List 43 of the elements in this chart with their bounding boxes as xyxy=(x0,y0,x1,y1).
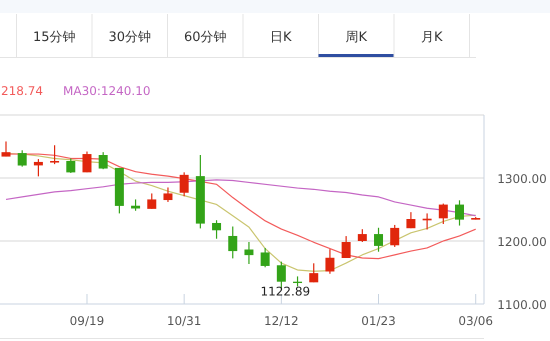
candlestick xyxy=(325,248,334,274)
x-tick-label: 12/12 xyxy=(264,314,299,328)
x-tick-label: 09/19 xyxy=(70,314,104,328)
candlestick xyxy=(260,247,270,268)
candlestick xyxy=(309,262,318,283)
candlestick xyxy=(293,276,302,287)
y-tick-label: 1300.00 xyxy=(497,172,547,186)
text: MA30:1240.10 xyxy=(63,84,150,98)
x-tick-label: 01/23 xyxy=(361,314,396,328)
text: 月K xyxy=(420,30,443,45)
candlestick xyxy=(358,228,367,243)
text: 60分钟 xyxy=(184,30,227,45)
text: 15分钟 xyxy=(32,30,76,45)
candlestick xyxy=(2,140,10,158)
text: 30分钟 xyxy=(108,30,152,45)
candlestick xyxy=(374,227,384,252)
candlestick xyxy=(98,152,108,170)
candlestick xyxy=(342,235,351,259)
text: 218.74 xyxy=(1,84,43,98)
candlestick xyxy=(147,192,156,210)
candlestick xyxy=(228,226,238,259)
candlestick xyxy=(180,172,189,197)
candlestick xyxy=(212,220,222,240)
text: 周K xyxy=(345,30,368,45)
y-tick-label: 1100.00 xyxy=(497,298,547,312)
candlestick xyxy=(390,224,400,248)
candlestick xyxy=(66,158,76,174)
y-tick-label: 1200.00 xyxy=(497,235,547,249)
candlestick xyxy=(50,144,60,165)
x-tick-label: 10/31 xyxy=(166,314,202,328)
candlestick xyxy=(422,212,432,230)
text: 日K xyxy=(270,30,292,45)
candlestick xyxy=(82,150,92,173)
candlestick xyxy=(131,198,140,212)
candlestick xyxy=(244,241,254,265)
annotation: 1122.89 xyxy=(260,284,310,299)
candlestick xyxy=(18,150,27,168)
x-tick-label: 03/06 xyxy=(458,314,493,328)
candlestick xyxy=(163,186,172,203)
candlestick xyxy=(438,202,448,225)
candlestick xyxy=(455,200,464,226)
candlestick xyxy=(406,212,416,229)
candlestick xyxy=(34,158,43,177)
